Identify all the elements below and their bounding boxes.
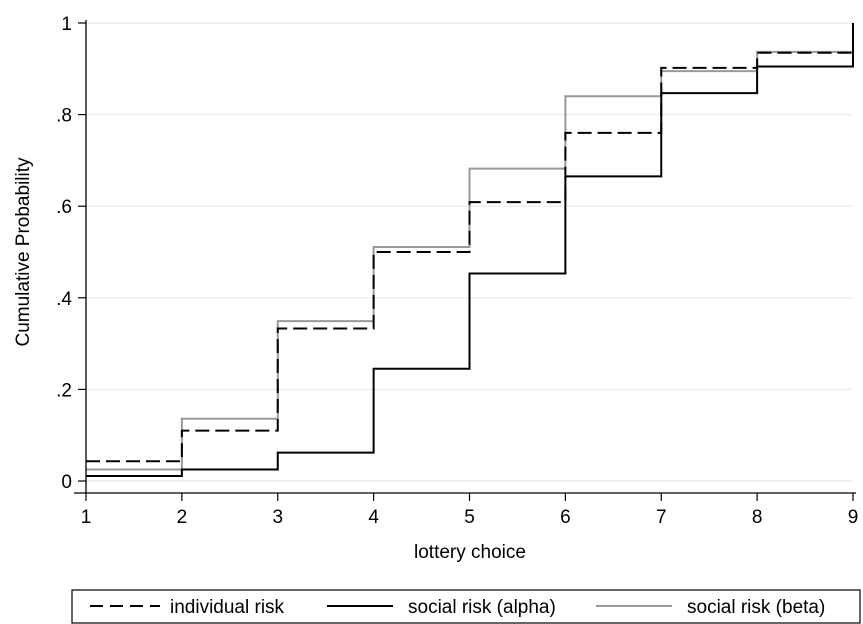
y-tick-label: .8: [56, 106, 72, 127]
x-tick-label: 1: [81, 507, 92, 528]
legend-box: [71, 589, 861, 624]
legend-label: social risk (beta): [687, 597, 825, 618]
x-tick-label: 7: [656, 507, 667, 528]
series-line-social-risk-alpha: [86, 23, 854, 477]
x-axis-title: lottery choice: [414, 542, 526, 563]
legend: individual risk social risk (alpha) social…: [71, 589, 861, 624]
y-tick-label: .4: [56, 289, 72, 310]
x-tick-label: 6: [560, 507, 571, 528]
series-line-social-risk-beta: [86, 23, 854, 471]
y-axis-title: Cumulative Probability: [13, 157, 34, 347]
x-tick-label: 5: [464, 507, 475, 528]
legend-label: social risk (alpha): [408, 597, 556, 618]
y-tick-label: .6: [56, 197, 72, 218]
legend-label: individual risk: [170, 597, 285, 618]
ticks: 0 .2 .4 .6 .8 1 1 2 3 4 5 6 7 8 9: [56, 14, 858, 528]
x-tick-label: 4: [368, 507, 379, 528]
series-lines: [86, 23, 854, 477]
x-tick-label: 2: [177, 507, 188, 528]
x-tick-label: 3: [272, 507, 283, 528]
axes: [74, 20, 856, 494]
x-tick-label: 8: [752, 507, 763, 528]
y-tick-label: 1: [61, 14, 72, 35]
y-tick-label: .2: [56, 380, 72, 401]
legend-items: individual risk social risk (alpha) social…: [90, 597, 825, 618]
y-tick-label: 0: [61, 472, 72, 493]
x-tick-label: 9: [848, 507, 859, 528]
